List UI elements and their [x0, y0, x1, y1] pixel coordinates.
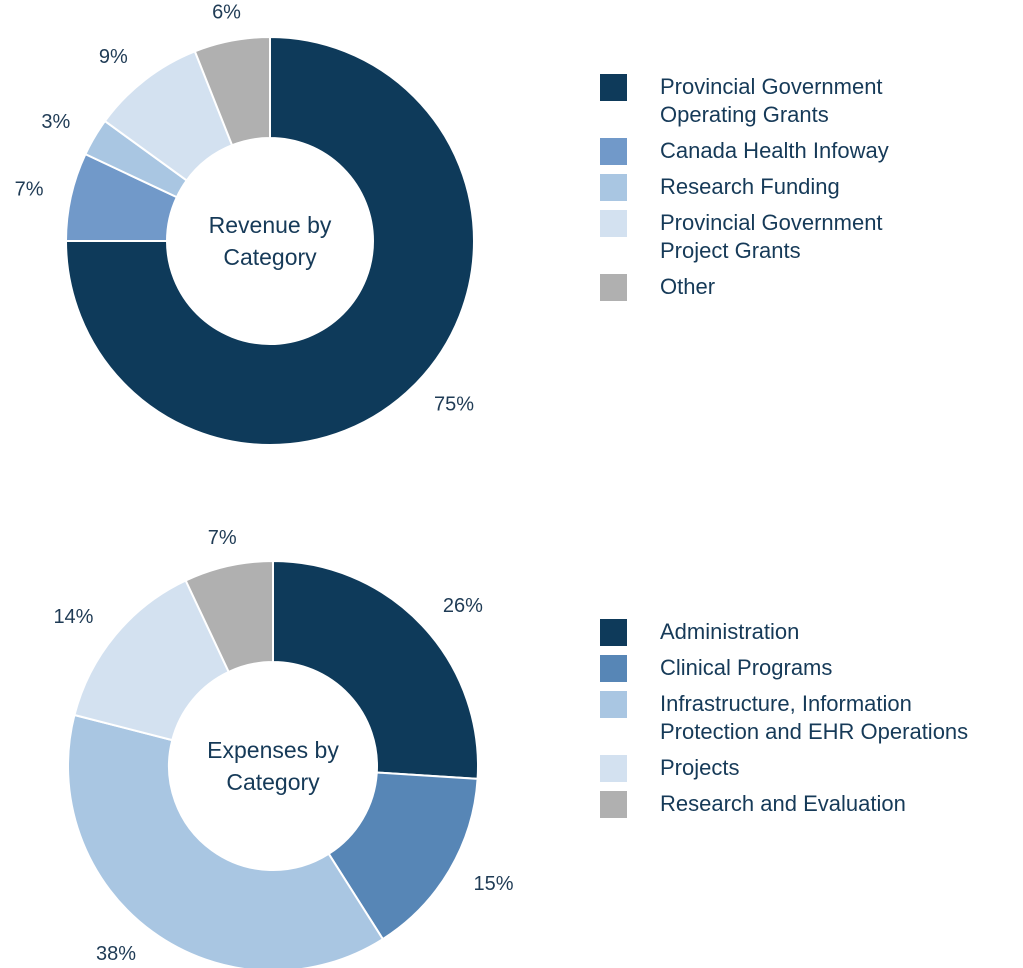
legend-item: Canada Health Infoway	[600, 137, 940, 165]
slice-label: 14%	[53, 606, 93, 628]
legend-label: Provincial Government Project Grants	[660, 210, 883, 263]
slice-label: 7%	[208, 527, 237, 549]
slice-label: 6%	[212, 1, 241, 23]
center-title: Revenue by Category	[208, 212, 332, 270]
legend-label: Provincial Government Operating Grants	[660, 74, 883, 127]
legend-label: Research Funding	[660, 174, 840, 199]
legend-swatch	[600, 619, 627, 646]
slice-label: 7%	[15, 179, 44, 201]
donut-slice	[67, 713, 385, 968]
legend-swatch	[600, 791, 627, 818]
center-title: Expenses by Category	[207, 737, 339, 795]
legend-label: Research and Evaluation	[660, 791, 906, 816]
slice-label: 75%	[434, 393, 474, 415]
legend-label: Clinical Programs	[660, 655, 833, 680]
legend-swatch	[600, 210, 627, 237]
legend-item: Research Funding	[600, 173, 940, 201]
legend-label: Projects	[660, 755, 740, 780]
legend-swatch	[600, 174, 627, 201]
legend-label: Infrastructure, Information Protection a…	[660, 691, 969, 744]
donut-slice	[193, 35, 271, 147]
legend-swatch	[600, 755, 627, 782]
legend-item: Other	[600, 273, 940, 301]
slice-label: 38%	[96, 943, 136, 965]
donut-slice	[73, 579, 231, 742]
legend-swatch	[600, 74, 627, 101]
legend-swatch	[600, 655, 627, 682]
legend: Administration Clinical Programs Infrastru…	[600, 618, 1010, 826]
legend-swatch	[600, 274, 627, 301]
donut-slice	[64, 35, 475, 446]
legend-item: Administration	[600, 618, 1010, 646]
legend-item: Clinical Programs	[600, 654, 1010, 682]
slice-label: 9%	[99, 46, 128, 68]
legend-item: Provincial Government Project Grants	[600, 209, 940, 265]
legend-item: Research and Evaluation	[600, 790, 1010, 818]
legend-item: Provincial Government Operating Grants	[600, 73, 940, 129]
legend-swatch	[600, 691, 627, 718]
legend-item: Projects	[600, 754, 1010, 782]
slice-label: 3%	[41, 111, 70, 133]
donut-slice	[327, 771, 479, 941]
legend-item: Infrastructure, Information Protection a…	[600, 690, 1010, 746]
donut-slice	[272, 559, 479, 780]
slice-label: 15%	[474, 873, 514, 895]
donut-slice	[184, 559, 274, 674]
slice-label: 26%	[443, 595, 483, 617]
legend-label: Other	[660, 274, 716, 299]
legend-label: Canada Health Infoway	[660, 138, 889, 163]
legend-label: Administration	[660, 619, 800, 644]
legend: Provincial Government Operating Grants Ca…	[600, 73, 940, 309]
legend-swatch	[600, 138, 627, 165]
